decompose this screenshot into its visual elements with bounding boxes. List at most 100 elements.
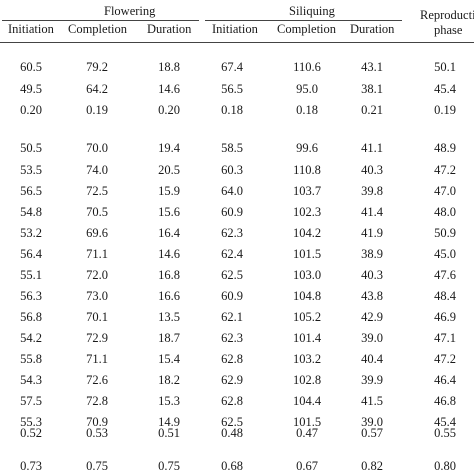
flowering-group-header: Flowering	[104, 4, 156, 18]
table-cell: 47.1	[434, 331, 456, 345]
table-cell: 42.9	[361, 310, 383, 324]
table-cell: 79.2	[86, 60, 108, 74]
table-cell: 14.6	[158, 82, 180, 96]
table-cell: 0.18	[221, 103, 243, 117]
table-cell: 0.75	[158, 459, 180, 473]
table-cell: 50.9	[434, 226, 456, 240]
table-row: 54.2 72.9 18.7 62.3 101.4 39.0 47.1	[0, 330, 474, 346]
table-row: 53.2 69.6 16.4 62.3 104.2 41.9 50.9	[0, 225, 474, 241]
table-cell: 38.9	[361, 247, 383, 261]
table-row: 56.4 71.1 14.6 62.4 101.5 38.9 45.0	[0, 246, 474, 262]
table-cell: 72.9	[86, 331, 108, 345]
table-row: 0.20 0.19 0.20 0.18 0.18 0.21 0.19	[0, 102, 474, 118]
table-cell: 54.3	[20, 373, 42, 387]
table-cell: 41.5	[361, 394, 383, 408]
table-cell: 18.8	[158, 60, 180, 74]
table-cell: 62.5	[221, 415, 243, 429]
table-cell: 71.1	[86, 247, 108, 261]
table-row: 60.5 79.2 18.8 67.4 110.6 43.1 50.1	[0, 59, 474, 75]
reproductive-phase-header-line2: phase	[434, 23, 463, 37]
table-cell: 48.9	[434, 141, 456, 155]
table-cell: 43.8	[361, 289, 383, 303]
table-cell: 0.18	[296, 103, 318, 117]
flowering-header-rule	[2, 20, 199, 21]
table-cell: 64.0	[221, 184, 243, 198]
table-cell: 15.6	[158, 205, 180, 219]
table-cell: 0.55	[434, 426, 456, 440]
table-cell: 67.4	[221, 60, 243, 74]
table-cell: 60.9	[221, 205, 243, 219]
table-cell: 62.3	[221, 331, 243, 345]
table-cell: 54.8	[20, 205, 42, 219]
table-cell: 72.8	[86, 394, 108, 408]
table-cell: 62.4	[221, 247, 243, 261]
table-cell: 39.0	[361, 331, 383, 345]
table-cell: 39.9	[361, 373, 383, 387]
table-cell: 69.6	[86, 226, 108, 240]
table-cell: 19.4	[158, 141, 180, 155]
table-cell: 16.8	[158, 268, 180, 282]
table-cell: 60.9	[221, 289, 243, 303]
table-cell: 15.9	[158, 184, 180, 198]
table-cell: 47.2	[434, 352, 456, 366]
table-cell: 103.0	[292, 268, 322, 282]
table-cell: 53.5	[20, 163, 42, 177]
col-flowering-initiation: Initiation	[8, 22, 54, 36]
table-cell: 0.20	[158, 103, 180, 117]
table-cell: 0.20	[20, 103, 42, 117]
table-cell: 95.0	[296, 82, 318, 96]
table-cell: 47.2	[434, 163, 456, 177]
table-cell: 70.9	[86, 415, 108, 429]
table-cell: 16.6	[158, 289, 180, 303]
table-cell: 70.1	[86, 310, 108, 324]
col-siliquing-completion: Completion	[277, 22, 337, 36]
table-cell: 54.2	[20, 331, 42, 345]
table-cell: 72.0	[86, 268, 108, 282]
table-cell: 0.48	[221, 426, 243, 440]
table-cell: 18.2	[158, 373, 180, 387]
table-cell: 74.0	[86, 163, 108, 177]
col-siliquing-initiation: Initiation	[212, 22, 258, 36]
table-cell: 55.3	[20, 415, 42, 429]
table-cell: 13.5	[158, 310, 180, 324]
table-cell: 0.47	[296, 426, 318, 440]
table-cell: 56.4	[20, 247, 42, 261]
table-cell: 45.4	[434, 415, 456, 429]
table-cell: 71.1	[86, 352, 108, 366]
table-cell: 102.3	[292, 205, 322, 219]
table-cell: 60.5	[20, 60, 42, 74]
table-cell: 103.7	[292, 184, 322, 198]
table-cell: 53.2	[20, 226, 42, 240]
table-cell: 72.5	[86, 184, 108, 198]
table-cell: 40.4	[361, 352, 383, 366]
table-cell: 104.2	[292, 226, 322, 240]
table-row: 54.3 72.6 18.2 62.9 102.8 39.9 46.4	[0, 372, 474, 388]
table-row: 53.5 74.0 20.5 60.3 110.8 40.3 47.2	[0, 162, 474, 178]
table-cell: 40.3	[361, 163, 383, 177]
table-cell: 104.4	[292, 394, 322, 408]
table-cell: 40.3	[361, 268, 383, 282]
table-cell: 62.8	[221, 394, 243, 408]
table-cell: 0.52	[20, 426, 42, 440]
table-cell: 0.80	[434, 459, 456, 473]
table-cell: 39.8	[361, 184, 383, 198]
header-bottom-rule	[0, 42, 474, 43]
table-cell: 18.7	[158, 331, 180, 345]
siliquing-header-rule	[205, 20, 402, 21]
table-cell: 56.3	[20, 289, 42, 303]
table-row: 55.1 72.0 16.8 62.5 103.0 40.3 47.6	[0, 267, 474, 283]
table-row: 55.8 71.1 15.4 62.8 103.2 40.4 47.2	[0, 351, 474, 367]
table-cell: 41.9	[361, 226, 383, 240]
reproductive-phase-header-line1: Reproductiv	[420, 8, 474, 22]
table-cell: 0.75	[86, 459, 108, 473]
col-flowering-completion: Completion	[68, 22, 128, 36]
table-row: 56.5 72.5 15.9 64.0 103.7 39.8 47.0	[0, 183, 474, 199]
table-cell: 64.2	[86, 82, 108, 96]
table-cell: 0.73	[20, 459, 42, 473]
table-cell: 55.1	[20, 268, 42, 282]
table-cell: 102.8	[292, 373, 322, 387]
table-cell: 0.21	[361, 103, 383, 117]
table-cell: 0.51	[158, 426, 180, 440]
table-cell: 46.4	[434, 373, 456, 387]
